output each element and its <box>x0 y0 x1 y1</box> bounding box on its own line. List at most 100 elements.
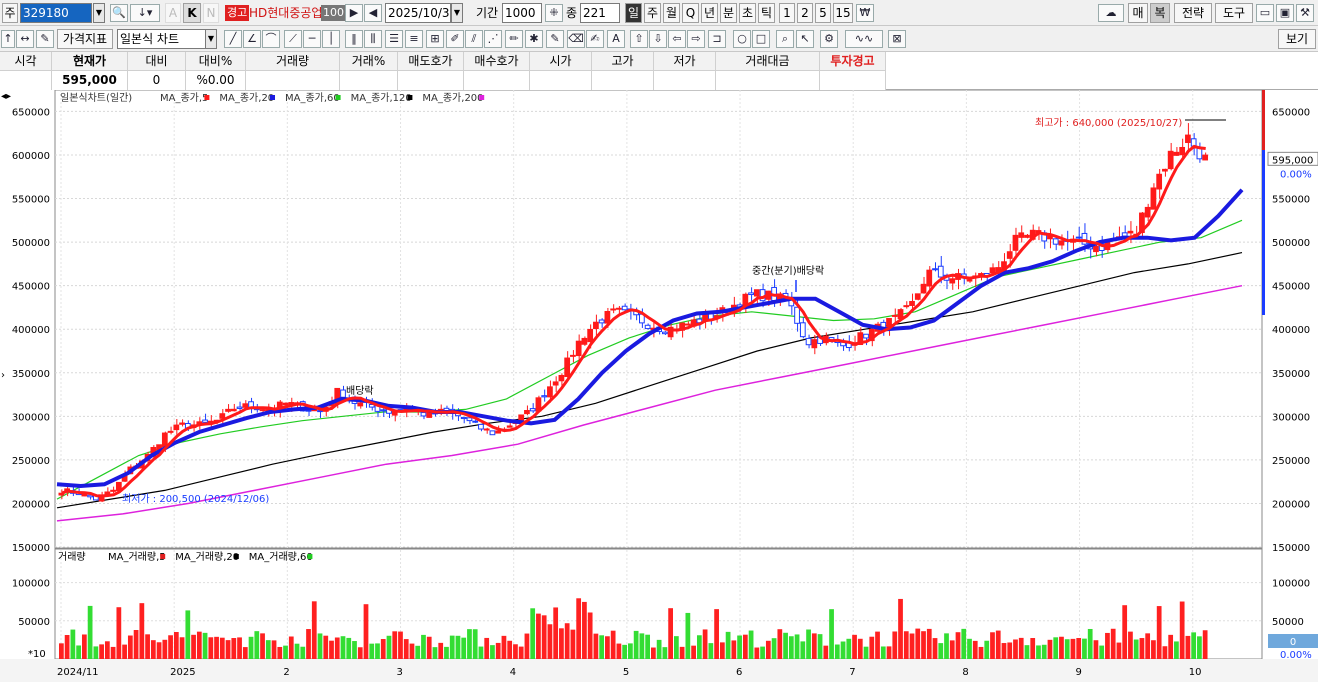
grid1-tool-icon[interactable]: ‖ <box>345 30 363 48</box>
edit-icon[interactable]: ✎ <box>36 30 54 48</box>
hline-tool-icon[interactable]: ─ <box>303 30 321 48</box>
text-tool-icon[interactable]: A <box>607 30 625 48</box>
volume-bar <box>409 643 415 659</box>
currency-icon[interactable]: ₩ <box>856 4 874 22</box>
buy-button[interactable]: 매 <box>1128 3 1148 23</box>
view-button[interactable]: 보기 <box>1278 29 1316 49</box>
wrench-icon[interactable]: ⚒ <box>1296 4 1314 22</box>
candle <box>1150 187 1157 210</box>
channel-tool-icon[interactable]: ⫽ <box>465 30 483 48</box>
search-icon[interactable]: 🔍 <box>110 4 128 22</box>
stock-name: HD현대중공업 <box>249 6 323 20</box>
volume-bar <box>605 636 610 659</box>
vol-tick-right: 50000 <box>1272 617 1304 628</box>
arrow-right-tool-icon[interactable]: ⇨ <box>687 30 705 48</box>
vline-tool-icon[interactable]: │ <box>322 30 340 48</box>
parallel-tool-icon[interactable]: ⋰ <box>484 30 502 48</box>
quote-header: 대비% <box>186 52 246 71</box>
eraser-tool-icon[interactable]: ⌫ <box>567 30 585 48</box>
sort-icon[interactable]: ↓▾ <box>130 4 160 22</box>
stock-code-input[interactable]: 329180 <box>20 3 92 23</box>
chart-type-dropdown-icon[interactable]: ▼ <box>205 29 217 49</box>
candle <box>909 300 915 306</box>
fan-tool-icon[interactable]: ⟋ <box>284 30 302 48</box>
candle <box>616 307 622 310</box>
angle-tool-icon[interactable]: ∠ <box>243 30 261 48</box>
arrow-left-tool-icon[interactable]: ⇦ <box>668 30 686 48</box>
candle <box>937 265 944 278</box>
market-type-button[interactable]: 주 <box>2 3 18 23</box>
settings-tool-icon[interactable]: ⚙ <box>820 30 838 48</box>
tf-day[interactable]: 일 <box>625 3 642 23</box>
arrow-up-icon[interactable]: ↑ <box>1 30 15 48</box>
tf-5[interactable]: 5 <box>815 3 831 23</box>
clear-tool-icon[interactable]: ⊠ <box>888 30 906 48</box>
price-scale-bar-up <box>1262 90 1265 150</box>
grid2-tool-icon[interactable]: ⫼ <box>364 30 382 48</box>
cloud-icon[interactable]: ☁ <box>1098 4 1124 22</box>
arc-tool-icon[interactable]: ⌒ <box>262 30 280 48</box>
volume-bar <box>990 632 995 659</box>
volume-bar <box>691 645 696 659</box>
a-button[interactable]: A <box>165 3 181 23</box>
indicator-button[interactable]: 가격지표 <box>57 29 113 49</box>
candle <box>570 354 576 357</box>
tf-1[interactable]: 1 <box>779 3 795 23</box>
period-label: 기간 <box>476 6 499 20</box>
volume-bar <box>955 632 961 659</box>
cursor-tool-icon[interactable]: ↖ <box>796 30 814 48</box>
zoom-tool-icon[interactable]: ⌕ <box>776 30 794 48</box>
tf-year[interactable]: 년 <box>701 3 718 23</box>
tf-month[interactable]: 월 <box>663 3 680 23</box>
y-tick-right: 350000 <box>1272 369 1310 380</box>
n-button[interactable]: N <box>203 3 219 23</box>
arrow-up-tool-icon[interactable]: ⇧ <box>630 30 648 48</box>
y-tick-left: 200000 <box>12 499 50 510</box>
fib-tool-icon[interactable]: ≡ <box>405 30 423 48</box>
brush-tool-icon[interactable]: ✎ <box>546 30 564 48</box>
play-icon[interactable]: ▶ <box>345 4 363 22</box>
expand-icon[interactable]: ↔ <box>16 30 34 48</box>
folder-icon[interactable]: ▭ <box>1256 4 1274 22</box>
tf-2[interactable]: 2 <box>797 3 813 23</box>
wave-tool-icon[interactable]: ∿∿ <box>845 30 883 48</box>
y-tick-left: 350000 <box>12 369 50 380</box>
duplicate-button[interactable]: 복 <box>1150 3 1170 23</box>
back-icon[interactable]: ◀ <box>364 4 382 22</box>
volume-bar <box>1133 639 1139 659</box>
arrow-down-tool-icon[interactable]: ⇩ <box>649 30 667 48</box>
dividend-annotation: 배당락 <box>346 385 374 397</box>
tf-second[interactable]: 초 <box>739 3 756 23</box>
volume-bar <box>777 629 783 659</box>
date-dropdown-icon[interactable]: ▼ <box>451 3 463 23</box>
label-tool-icon[interactable]: ⊐ <box>708 30 726 48</box>
circle-tool-icon[interactable]: ○ <box>733 30 751 48</box>
k-button[interactable]: K <box>183 3 201 23</box>
date-input[interactable]: 2025/10/30 <box>385 3 451 23</box>
rect-tool-icon[interactable]: □ <box>752 30 770 48</box>
tf-week[interactable]: 주 <box>644 3 661 23</box>
volume-bar <box>70 629 76 659</box>
count-input[interactable]: 221 <box>580 3 620 23</box>
tf-15[interactable]: 15 <box>833 3 853 23</box>
strategy-button[interactable]: 전략 <box>1174 3 1212 23</box>
table-tool-icon[interactable]: ☰ <box>385 30 403 48</box>
note-tool-icon[interactable]: ✍ <box>586 30 604 48</box>
pencil-tool-icon[interactable]: ✏ <box>505 30 523 48</box>
crosshair-icon[interactable]: ⁜ <box>545 4 563 22</box>
save-icon[interactable]: ▣ <box>1276 4 1294 22</box>
gann-tool-icon[interactable]: ⊞ <box>426 30 444 48</box>
chart-type-select[interactable]: 일본식 차트 <box>117 29 207 49</box>
tf-quarter[interactable]: Q <box>682 3 699 23</box>
line-tool-icon[interactable]: ╱ <box>224 30 242 48</box>
vol-tick-right: 100000 <box>1272 579 1310 590</box>
tf-minute[interactable]: 분 <box>720 3 737 23</box>
code-dropdown-icon[interactable]: ▼ <box>93 3 105 23</box>
pen-tool-icon[interactable]: ✐ <box>446 30 464 48</box>
period-input[interactable]: 1000 <box>502 3 542 23</box>
tools-button[interactable]: 도구 <box>1215 3 1253 23</box>
tf-tick[interactable]: 틱 <box>758 3 775 23</box>
volume-bar <box>231 638 237 659</box>
magic-tool-icon[interactable]: ✱ <box>525 30 543 48</box>
